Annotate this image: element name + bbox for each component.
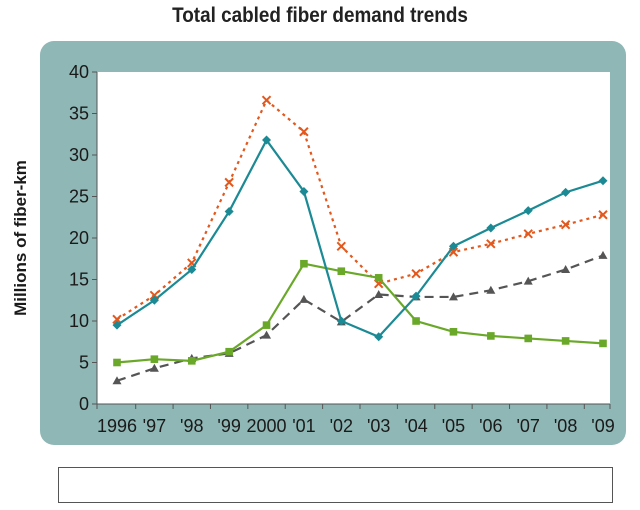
x-tick-label: 1996 [97,416,137,436]
data-point-japan [599,339,607,348]
data-point-japan [300,259,308,268]
data-point-rest-of-world [598,210,608,220]
data-point-japan [225,347,233,356]
x-tick-label: '03 [367,416,390,436]
data-point-rest-of-world [261,95,272,105]
x-tick-label: '97 [143,416,166,436]
data-point-china [262,330,272,339]
data-point-united-states [149,295,159,305]
data-point-japan [487,332,495,340]
data-point-japan [187,357,196,365]
data-point-japan [561,337,570,345]
data-point-japan [337,267,346,275]
data-point-united-states [187,265,197,275]
x-tick-label: '01 [292,416,315,436]
data-point-rest-of-world [486,239,496,249]
x-tick-label: '08 [554,416,577,436]
legend [58,467,613,503]
data-point-united-states [411,291,421,301]
data-point-united-states [598,176,608,186]
data-point-china [561,265,571,274]
data-point-japan [524,334,533,343]
data-point-united-states [448,241,458,251]
y-axis-label: Millions of fiber-km [11,160,30,316]
y-tick-label: 30 [69,145,89,165]
data-point-japan [374,274,383,282]
y-tick-label: 20 [69,228,89,248]
data-point-japan [449,327,458,336]
x-tick-label: '99 [217,416,240,436]
data-point-united-states [336,316,346,326]
data-point-rest-of-world [336,241,347,252]
data-point-united-states [486,223,496,233]
data-point-japan [412,317,420,325]
x-tick-label: '05 [442,416,465,436]
data-point-united-states [561,187,571,197]
data-point-japan [262,321,271,329]
y-tick-label: 35 [69,104,89,124]
chart-title: Total cabled fiber demand trends [172,4,468,27]
data-point-japan [150,355,159,363]
data-point-rest-of-world [560,220,571,230]
data-point-rest-of-world [299,127,309,137]
data-point-united-states [299,187,309,197]
y-tick-label: 5 [79,353,89,373]
x-tick-label: '04 [404,416,427,436]
data-point-united-states [112,320,122,330]
y-tick-label: 0 [79,394,89,414]
y-tick-label: 25 [69,187,89,207]
data-point-rest-of-world [523,229,533,239]
data-point-japan [113,358,121,367]
x-tick-label: 2000 [247,416,287,436]
series-line-japan [116,262,604,364]
data-point-china [523,276,533,285]
series-line-united-states [116,137,604,339]
x-tick-label: '07 [516,416,539,436]
y-tick-label: 10 [69,311,89,331]
x-tick-label: '06 [479,416,502,436]
data-point-rest-of-world [112,314,122,325]
x-tick-label: '02 [330,416,353,436]
data-point-china [374,289,384,298]
data-point-china [486,285,496,294]
data-point-united-states [262,135,272,145]
series-line-china [116,254,604,382]
y-tick-label: 40 [69,62,89,82]
data-point-united-states [374,332,384,342]
data-point-united-states [523,206,533,216]
data-point-china [149,363,159,372]
data-point-china [598,250,608,259]
x-tick-label: '98 [180,416,203,436]
data-point-china [112,376,122,385]
data-point-china [299,294,309,303]
data-point-rest-of-world [411,268,421,279]
data-point-rest-of-world [224,177,234,188]
x-tick-label: '09 [591,416,614,436]
data-point-china [448,292,458,301]
y-tick-label: 15 [69,270,89,290]
data-point-united-states [224,206,234,216]
plot-area [97,72,610,404]
